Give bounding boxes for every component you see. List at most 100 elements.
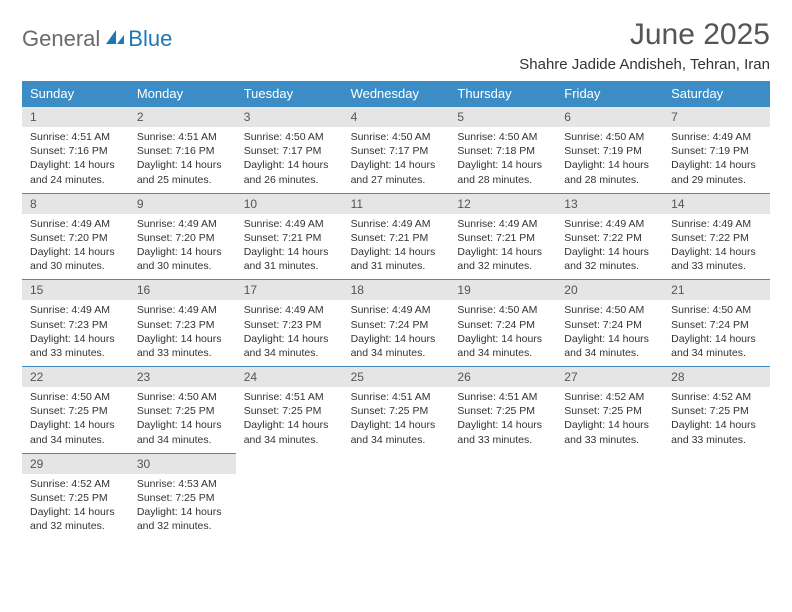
day-details: Sunrise: 4:49 AMSunset: 7:21 PMDaylight:… xyxy=(236,214,343,280)
calendar-week: 29Sunrise: 4:52 AMSunset: 7:25 PMDayligh… xyxy=(22,453,770,540)
calendar-cell xyxy=(663,453,770,540)
day-details: Sunrise: 4:52 AMSunset: 7:25 PMDaylight:… xyxy=(663,387,770,453)
calendar-cell: 12Sunrise: 4:49 AMSunset: 7:21 PMDayligh… xyxy=(449,193,556,280)
day-header-cell: Friday xyxy=(556,81,663,106)
day-number: 27 xyxy=(556,367,663,387)
day-number: 14 xyxy=(663,194,770,214)
day-details: Sunrise: 4:53 AMSunset: 7:25 PMDaylight:… xyxy=(129,474,236,540)
day-details: Sunrise: 4:51 AMSunset: 7:25 PMDaylight:… xyxy=(236,387,343,453)
day-number: 4 xyxy=(343,107,450,127)
day-number: 17 xyxy=(236,280,343,300)
day-details: Sunrise: 4:49 AMSunset: 7:20 PMDaylight:… xyxy=(22,214,129,280)
calendar-cell: 9Sunrise: 4:49 AMSunset: 7:20 PMDaylight… xyxy=(129,193,236,280)
day-number: 16 xyxy=(129,280,236,300)
day-details: Sunrise: 4:50 AMSunset: 7:18 PMDaylight:… xyxy=(449,127,556,193)
day-details: Sunrise: 4:52 AMSunset: 7:25 PMDaylight:… xyxy=(556,387,663,453)
day-details: Sunrise: 4:51 AMSunset: 7:16 PMDaylight:… xyxy=(129,127,236,193)
day-details: Sunrise: 4:49 AMSunset: 7:22 PMDaylight:… xyxy=(663,214,770,280)
day-details: Sunrise: 4:51 AMSunset: 7:16 PMDaylight:… xyxy=(22,127,129,193)
logo-sail-icon xyxy=(104,28,126,51)
calendar-week: 8Sunrise: 4:49 AMSunset: 7:20 PMDaylight… xyxy=(22,193,770,280)
calendar-cell xyxy=(556,453,663,540)
calendar-cell: 30Sunrise: 4:53 AMSunset: 7:25 PMDayligh… xyxy=(129,453,236,540)
day-details: Sunrise: 4:49 AMSunset: 7:24 PMDaylight:… xyxy=(343,300,450,366)
day-number: 5 xyxy=(449,107,556,127)
calendar: SundayMondayTuesdayWednesdayThursdayFrid… xyxy=(22,81,770,539)
calendar-cell: 24Sunrise: 4:51 AMSunset: 7:25 PMDayligh… xyxy=(236,366,343,453)
logo-text-blue: Blue xyxy=(128,26,172,52)
day-number: 2 xyxy=(129,107,236,127)
day-number: 28 xyxy=(663,367,770,387)
header: General Blue June 2025 xyxy=(22,18,770,52)
day-number: 11 xyxy=(343,194,450,214)
logo: General Blue xyxy=(22,26,172,52)
calendar-cell: 22Sunrise: 4:50 AMSunset: 7:25 PMDayligh… xyxy=(22,366,129,453)
calendar-cell: 18Sunrise: 4:49 AMSunset: 7:24 PMDayligh… xyxy=(343,279,450,366)
day-number: 29 xyxy=(22,454,129,474)
day-header-cell: Saturday xyxy=(663,81,770,106)
calendar-cell: 20Sunrise: 4:50 AMSunset: 7:24 PMDayligh… xyxy=(556,279,663,366)
calendar-cell: 16Sunrise: 4:49 AMSunset: 7:23 PMDayligh… xyxy=(129,279,236,366)
day-details: Sunrise: 4:50 AMSunset: 7:17 PMDaylight:… xyxy=(236,127,343,193)
page-title: June 2025 xyxy=(630,18,770,52)
day-header-cell: Monday xyxy=(129,81,236,106)
calendar-cell: 29Sunrise: 4:52 AMSunset: 7:25 PMDayligh… xyxy=(22,453,129,540)
day-number: 20 xyxy=(556,280,663,300)
calendar-cell: 26Sunrise: 4:51 AMSunset: 7:25 PMDayligh… xyxy=(449,366,556,453)
day-details: Sunrise: 4:49 AMSunset: 7:21 PMDaylight:… xyxy=(449,214,556,280)
calendar-cell xyxy=(343,453,450,540)
day-number: 7 xyxy=(663,107,770,127)
day-details: Sunrise: 4:49 AMSunset: 7:23 PMDaylight:… xyxy=(129,300,236,366)
calendar-cell: 8Sunrise: 4:49 AMSunset: 7:20 PMDaylight… xyxy=(22,193,129,280)
day-header-cell: Thursday xyxy=(449,81,556,106)
day-header-cell: Sunday xyxy=(22,81,129,106)
day-number: 15 xyxy=(22,280,129,300)
day-number: 6 xyxy=(556,107,663,127)
day-number: 26 xyxy=(449,367,556,387)
calendar-cell: 15Sunrise: 4:49 AMSunset: 7:23 PMDayligh… xyxy=(22,279,129,366)
calendar-cell xyxy=(449,453,556,540)
day-details: Sunrise: 4:50 AMSunset: 7:19 PMDaylight:… xyxy=(556,127,663,193)
calendar-cell: 5Sunrise: 4:50 AMSunset: 7:18 PMDaylight… xyxy=(449,106,556,193)
calendar-cell: 21Sunrise: 4:50 AMSunset: 7:24 PMDayligh… xyxy=(663,279,770,366)
day-details: Sunrise: 4:49 AMSunset: 7:22 PMDaylight:… xyxy=(556,214,663,280)
day-header-cell: Tuesday xyxy=(236,81,343,106)
day-details: Sunrise: 4:50 AMSunset: 7:17 PMDaylight:… xyxy=(343,127,450,193)
calendar-cell: 4Sunrise: 4:50 AMSunset: 7:17 PMDaylight… xyxy=(343,106,450,193)
day-number: 8 xyxy=(22,194,129,214)
calendar-cell: 27Sunrise: 4:52 AMSunset: 7:25 PMDayligh… xyxy=(556,366,663,453)
day-number: 13 xyxy=(556,194,663,214)
day-details: Sunrise: 4:50 AMSunset: 7:24 PMDaylight:… xyxy=(556,300,663,366)
day-number: 12 xyxy=(449,194,556,214)
day-details: Sunrise: 4:49 AMSunset: 7:21 PMDaylight:… xyxy=(343,214,450,280)
day-number: 24 xyxy=(236,367,343,387)
day-details: Sunrise: 4:49 AMSunset: 7:20 PMDaylight:… xyxy=(129,214,236,280)
location-subtitle: Shahre Jadide Andisheh, Tehran, Iran xyxy=(22,56,770,73)
calendar-day-header: SundayMondayTuesdayWednesdayThursdayFrid… xyxy=(22,81,770,106)
day-details: Sunrise: 4:50 AMSunset: 7:25 PMDaylight:… xyxy=(22,387,129,453)
calendar-cell: 10Sunrise: 4:49 AMSunset: 7:21 PMDayligh… xyxy=(236,193,343,280)
day-number: 1 xyxy=(22,107,129,127)
day-details: Sunrise: 4:50 AMSunset: 7:25 PMDaylight:… xyxy=(129,387,236,453)
day-number: 22 xyxy=(22,367,129,387)
calendar-week: 15Sunrise: 4:49 AMSunset: 7:23 PMDayligh… xyxy=(22,279,770,366)
day-number: 3 xyxy=(236,107,343,127)
calendar-cell: 28Sunrise: 4:52 AMSunset: 7:25 PMDayligh… xyxy=(663,366,770,453)
day-details: Sunrise: 4:50 AMSunset: 7:24 PMDaylight:… xyxy=(663,300,770,366)
calendar-cell: 17Sunrise: 4:49 AMSunset: 7:23 PMDayligh… xyxy=(236,279,343,366)
day-details: Sunrise: 4:49 AMSunset: 7:23 PMDaylight:… xyxy=(22,300,129,366)
calendar-week: 1Sunrise: 4:51 AMSunset: 7:16 PMDaylight… xyxy=(22,106,770,193)
day-details: Sunrise: 4:50 AMSunset: 7:24 PMDaylight:… xyxy=(449,300,556,366)
calendar-cell: 6Sunrise: 4:50 AMSunset: 7:19 PMDaylight… xyxy=(556,106,663,193)
logo-text-general: General xyxy=(22,26,100,52)
calendar-cell: 3Sunrise: 4:50 AMSunset: 7:17 PMDaylight… xyxy=(236,106,343,193)
calendar-cell: 19Sunrise: 4:50 AMSunset: 7:24 PMDayligh… xyxy=(449,279,556,366)
day-header-cell: Wednesday xyxy=(343,81,450,106)
calendar-cell: 1Sunrise: 4:51 AMSunset: 7:16 PMDaylight… xyxy=(22,106,129,193)
calendar-cell: 11Sunrise: 4:49 AMSunset: 7:21 PMDayligh… xyxy=(343,193,450,280)
calendar-cell: 23Sunrise: 4:50 AMSunset: 7:25 PMDayligh… xyxy=(129,366,236,453)
calendar-cell: 13Sunrise: 4:49 AMSunset: 7:22 PMDayligh… xyxy=(556,193,663,280)
day-details: Sunrise: 4:49 AMSunset: 7:19 PMDaylight:… xyxy=(663,127,770,193)
day-number: 10 xyxy=(236,194,343,214)
calendar-cell: 7Sunrise: 4:49 AMSunset: 7:19 PMDaylight… xyxy=(663,106,770,193)
